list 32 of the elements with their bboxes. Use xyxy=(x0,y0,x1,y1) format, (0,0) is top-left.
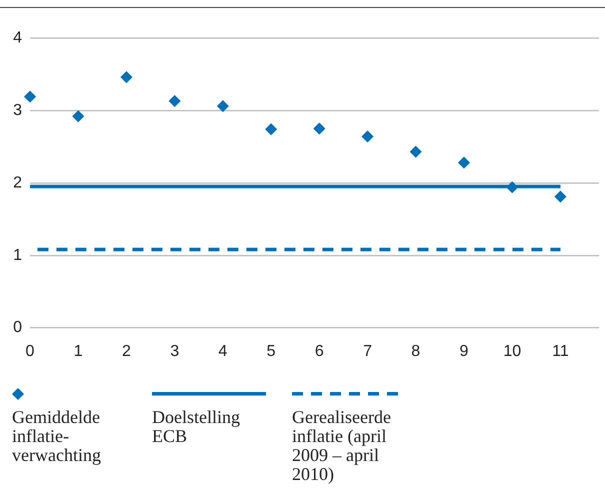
y-tick-label: 3 xyxy=(13,102,22,119)
y-tick-label: 2 xyxy=(13,174,22,192)
point xyxy=(24,90,36,103)
legend-label: Gemiddelde inflatie-verwachting xyxy=(12,407,102,465)
x-tick-label: 2 xyxy=(122,342,131,360)
legend-label: Doelstelling ECB xyxy=(152,407,241,446)
point xyxy=(168,95,181,108)
x-tick-label: 9 xyxy=(460,342,469,360)
point xyxy=(265,123,278,136)
point xyxy=(72,110,84,122)
point xyxy=(506,181,518,194)
y-tick-label: 1 xyxy=(13,246,22,264)
x-tick-label: 7 xyxy=(363,342,372,360)
point xyxy=(313,122,326,135)
point xyxy=(554,190,566,203)
x-tick-label: 0 xyxy=(26,342,35,360)
x-tick-label: 11 xyxy=(552,342,569,360)
point xyxy=(362,130,374,143)
x-tick-label: 1 xyxy=(74,342,83,360)
x-tick-label: 4 xyxy=(218,342,228,360)
y-tick-label: 4 xyxy=(13,29,22,46)
point xyxy=(410,146,422,158)
x-tick-label: 5 xyxy=(266,342,276,360)
x-tick-label: 10 xyxy=(503,342,522,360)
legend-label: Gerealiseerde inflatie (april 2009 – april 2010) xyxy=(292,407,392,484)
x-tick-label: 8 xyxy=(411,342,420,360)
point xyxy=(458,156,470,169)
point xyxy=(216,100,229,112)
y-tick-label: 0 xyxy=(13,319,22,336)
x-tick-label: 3 xyxy=(170,342,180,360)
point xyxy=(120,71,132,84)
x-tick-label: 6 xyxy=(314,342,324,360)
